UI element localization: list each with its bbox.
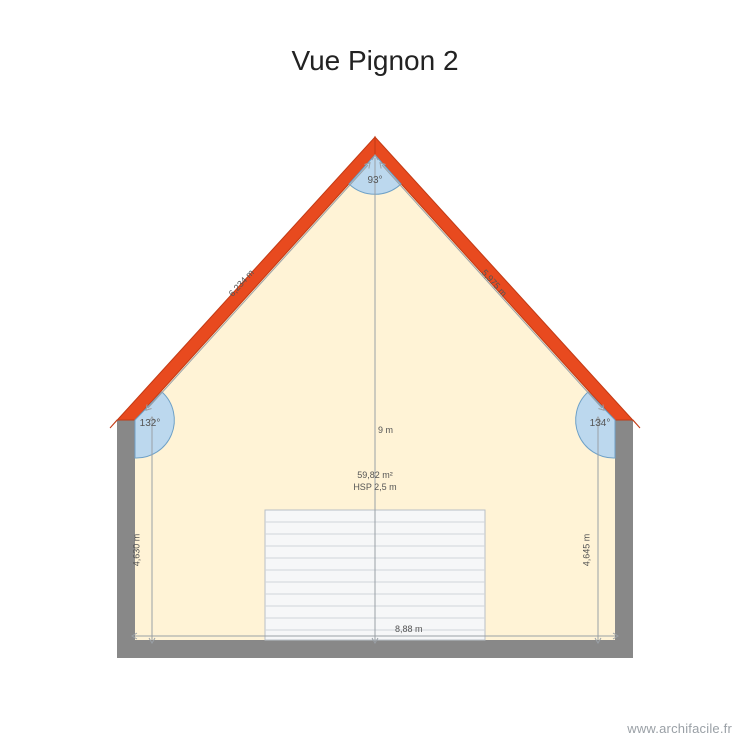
dim-right-wall-label: 4,645 m: [581, 534, 591, 567]
angle-left-label: 132°: [134, 418, 166, 429]
angle-right-label: 134°: [584, 418, 616, 429]
dim-center-label: 9 m: [378, 425, 393, 435]
dim-left-wall-label: 4,630 m: [131, 534, 141, 567]
gable-drawing: [0, 0, 750, 750]
angle-apex-label: 93°: [362, 175, 388, 186]
area-label: 59,82 m²: [345, 470, 405, 480]
dim-bottom-label: 8,88 m: [395, 624, 423, 634]
watermark: www.archifacile.fr: [627, 721, 732, 736]
hsp-label: HSP 2,5 m: [345, 482, 405, 492]
